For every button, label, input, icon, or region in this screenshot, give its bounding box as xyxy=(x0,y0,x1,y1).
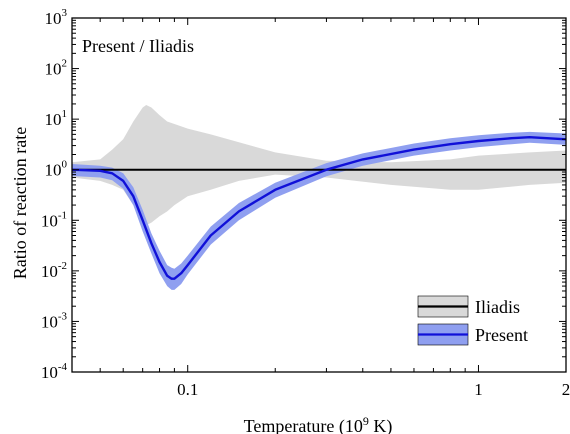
x-axis-label-unit: K) xyxy=(369,416,393,434)
uncertainty-bands xyxy=(72,105,566,290)
y-tick-label: 103 xyxy=(45,7,68,28)
x-tick-label: 0.1 xyxy=(177,380,198,399)
y-axis-label: Ratio of reaction rate xyxy=(10,127,30,279)
y-tick-label-exp: 3 xyxy=(62,7,68,19)
legend-item-iliadis: Iliadis xyxy=(417,295,520,318)
y-tick-label: 10-4 xyxy=(41,361,68,382)
line-present xyxy=(71,135,567,280)
chart-annotation: Present / Iliadis xyxy=(82,36,194,56)
y-tick-label-exp: 1 xyxy=(62,108,68,120)
y-tick-label: 102 xyxy=(45,58,68,79)
y-tick-label-base: 10 xyxy=(45,9,62,28)
legend-item-present: Present xyxy=(417,323,528,346)
y-tick-label-exp: 0 xyxy=(62,159,68,171)
y-tick-label-base: 10 xyxy=(41,363,58,382)
y-tick-label: 10-2 xyxy=(41,260,67,281)
y-tick-label-base: 10 xyxy=(45,161,62,180)
y-tick-label-base: 10 xyxy=(45,60,62,79)
y-tick-label-base: 10 xyxy=(41,312,58,331)
legend-label-iliadis: Iliadis xyxy=(475,297,520,317)
x-tick-label: 1 xyxy=(474,380,483,399)
plot-frame xyxy=(71,17,567,373)
y-tick-label-base: 10 xyxy=(41,211,58,230)
y-tick-label-base: 10 xyxy=(45,110,62,129)
y-tick-label: 101 xyxy=(45,108,68,129)
band-present xyxy=(72,131,566,290)
y-tick-label-exp: 2 xyxy=(62,58,68,70)
legend: Iliadis Present xyxy=(417,295,528,346)
x-axis-label: Temperature (109 K) xyxy=(244,414,393,434)
x-axis-label-main: Temperature (10 xyxy=(244,416,363,434)
x-tick-label: 2 xyxy=(562,380,570,399)
y-tick-label-base: 10 xyxy=(41,262,58,281)
band-iliadis xyxy=(72,105,566,226)
y-tick-label: 10-3 xyxy=(41,310,68,331)
series-lines xyxy=(71,135,567,280)
y-tick-label-exp: -2 xyxy=(58,260,67,272)
y-tick-label-exp: -4 xyxy=(58,361,68,373)
y-tick-label: 10-1 xyxy=(41,209,67,230)
x-axis-label-exp: 9 xyxy=(363,414,369,428)
y-tick-label-exp: -1 xyxy=(58,209,67,221)
y-tick-label-exp: -3 xyxy=(58,310,68,322)
y-tick-label: 100 xyxy=(45,159,68,180)
axis-ticks xyxy=(72,17,567,373)
legend-label-present: Present xyxy=(475,325,528,345)
